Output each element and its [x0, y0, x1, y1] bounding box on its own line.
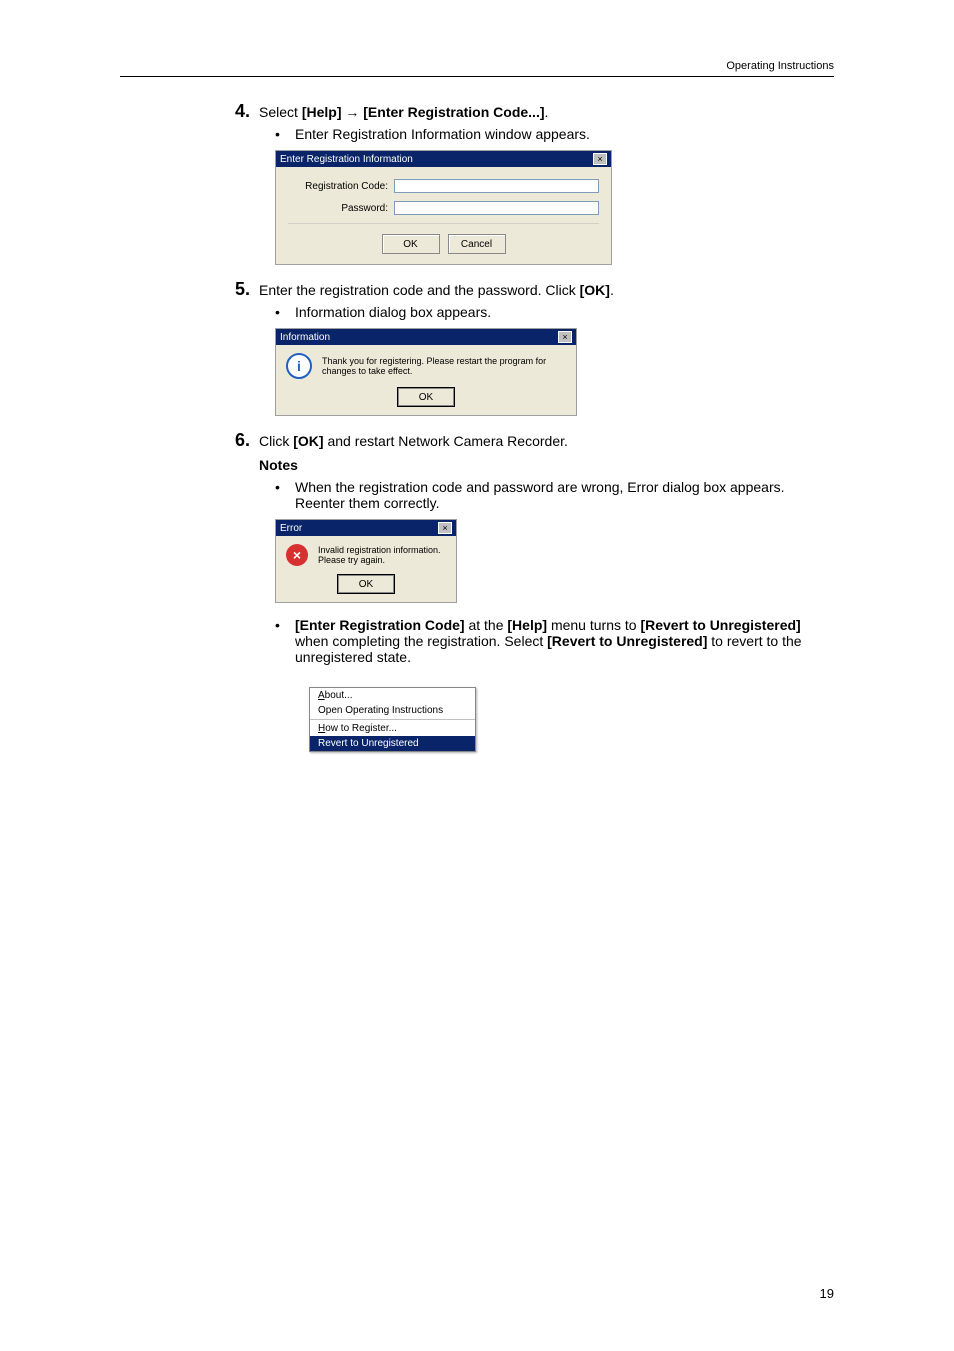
- note2-p7: [Revert to Unregistered]: [547, 633, 707, 649]
- close-icon: ×: [562, 333, 567, 342]
- page-number: 19: [820, 1286, 834, 1301]
- info-dialog-body: i Thank you for registering. Please rest…: [276, 345, 576, 383]
- error-icon: ×: [286, 544, 308, 566]
- step4-post: .: [545, 104, 549, 120]
- menu-item-revert-unregistered[interactable]: Revert to Unregistered: [310, 736, 475, 751]
- error-dialog-figure: Error × × Invalid registration informati…: [275, 519, 834, 603]
- note2-p3: [Help]: [507, 617, 547, 633]
- step-4-text: Select [Help] → [Enter Registration Code…: [259, 101, 548, 120]
- note1-text: When the registration code and password …: [295, 479, 834, 511]
- note2-p6: when completing the registration. Select: [295, 633, 547, 649]
- step5-bullet-row: • Information dialog box appears.: [275, 304, 834, 320]
- password-row: Password:: [288, 201, 599, 215]
- info-dialog-titlebar: Information ×: [276, 329, 576, 345]
- password-input[interactable]: [394, 201, 599, 215]
- step4-code: [Enter Registration Code...]: [363, 104, 544, 120]
- content-area: 4. Select [Help] → [Enter Registration C…: [235, 101, 834, 752]
- ok-button-label: OK: [419, 392, 433, 403]
- error-dialog-text: Invalid registration information. Please…: [318, 545, 446, 565]
- cancel-button[interactable]: Cancel: [448, 234, 506, 254]
- registration-buttons: OK Cancel: [288, 223, 599, 254]
- step5-pre: Enter the registration code and the pass…: [259, 282, 580, 298]
- note2-row: • [Enter Registration Code] at the [Help…: [275, 617, 834, 665]
- note2-p4: menu turns to: [547, 617, 640, 633]
- close-button[interactable]: ×: [438, 522, 452, 534]
- close-icon: ×: [442, 524, 447, 533]
- step4-pre: Select: [259, 104, 302, 120]
- menu-item-how-to-register[interactable]: How to Register...: [310, 721, 475, 736]
- info-dialog-text: Thank you for registering. Please restar…: [322, 356, 566, 376]
- registration-dialog-figure: Enter Registration Information × Registr…: [275, 150, 834, 265]
- close-icon: ×: [597, 155, 602, 164]
- header-title: Operating Instructions: [726, 60, 834, 72]
- info-dialog-figure: Information × i Thank you for registerin…: [275, 328, 834, 416]
- step-5-text: Enter the registration code and the pass…: [259, 279, 614, 298]
- info-icon-glyph: i: [297, 358, 301, 374]
- step-4-number: 4.: [235, 101, 259, 122]
- ok-button[interactable]: OK: [337, 574, 395, 594]
- bullet-dot: •: [275, 479, 295, 495]
- ok-button-label: OK: [403, 239, 417, 250]
- step4-arrow: →: [341, 104, 363, 120]
- step-5: 5. Enter the registration code and the p…: [235, 279, 834, 300]
- registration-dialog: Enter Registration Information × Registr…: [275, 150, 612, 265]
- bullet-dot: •: [275, 617, 295, 633]
- registration-dialog-title: Enter Registration Information: [280, 154, 413, 165]
- step5-post: .: [610, 282, 614, 298]
- page-header: Operating Instructions: [120, 60, 834, 77]
- note2-p1: [Enter Registration Code]: [295, 617, 465, 633]
- help-menu: About... Open Operating Instructions How…: [309, 687, 476, 752]
- step6-post: and restart Network Camera Recorder.: [324, 433, 568, 449]
- reg-code-label: Registration Code:: [288, 181, 394, 192]
- note2-p2: at the: [465, 617, 508, 633]
- menu-item-about[interactable]: About...: [310, 688, 475, 703]
- ok-button-label: OK: [359, 579, 373, 590]
- error-dialog-buttons: OK: [276, 570, 456, 602]
- bullet-dot: •: [275, 304, 295, 320]
- error-dialog-body: × Invalid registration information. Plea…: [276, 536, 456, 570]
- step5-ok: [OK]: [580, 282, 610, 298]
- notes-heading: Notes: [259, 457, 834, 473]
- step4-bullet: Enter Registration Information window ap…: [295, 126, 590, 142]
- info-dialog-buttons: OK: [276, 383, 576, 415]
- error-dialog-title: Error: [280, 523, 302, 534]
- error-icon-glyph: ×: [293, 547, 301, 563]
- info-icon: i: [286, 353, 312, 379]
- menu-separator: [310, 719, 475, 720]
- step4-bullet-row: • Enter Registration Information window …: [275, 126, 834, 142]
- info-dialog: Information × i Thank you for registerin…: [275, 328, 577, 416]
- note1-row: • When the registration code and passwor…: [275, 479, 834, 511]
- step-6-number: 6.: [235, 430, 259, 451]
- close-button[interactable]: ×: [558, 331, 572, 343]
- reg-code-row: Registration Code:: [288, 179, 599, 193]
- note2-p5: [Revert to Unregistered]: [640, 617, 800, 633]
- step-5-number: 5.: [235, 279, 259, 300]
- step-6: 6. Click [OK] and restart Network Camera…: [235, 430, 834, 451]
- ok-button[interactable]: OK: [397, 387, 455, 407]
- step6-pre: Click: [259, 433, 293, 449]
- menu-item-open-instructions[interactable]: Open Operating Instructions: [310, 703, 475, 718]
- close-button[interactable]: ×: [593, 153, 607, 165]
- registration-dialog-titlebar: Enter Registration Information ×: [276, 151, 611, 167]
- bullet-dot: •: [275, 126, 295, 142]
- step6-ok: [OK]: [293, 433, 323, 449]
- password-label: Password:: [288, 203, 394, 214]
- reg-code-input[interactable]: [394, 179, 599, 193]
- registration-dialog-body: Registration Code: Password: OK Cancel: [276, 167, 611, 264]
- note2-text: [Enter Registration Code] at the [Help] …: [295, 617, 834, 665]
- cancel-button-label: Cancel: [461, 239, 492, 250]
- error-dialog: Error × × Invalid registration informati…: [275, 519, 457, 603]
- step5-bullet: Information dialog box appears.: [295, 304, 491, 320]
- info-dialog-title: Information: [280, 332, 330, 343]
- step4-help: [Help]: [302, 104, 342, 120]
- step-4: 4. Select [Help] → [Enter Registration C…: [235, 101, 834, 122]
- step-6-text: Click [OK] and restart Network Camera Re…: [259, 430, 568, 449]
- error-dialog-titlebar: Error ×: [276, 520, 456, 536]
- ok-button[interactable]: OK: [382, 234, 440, 254]
